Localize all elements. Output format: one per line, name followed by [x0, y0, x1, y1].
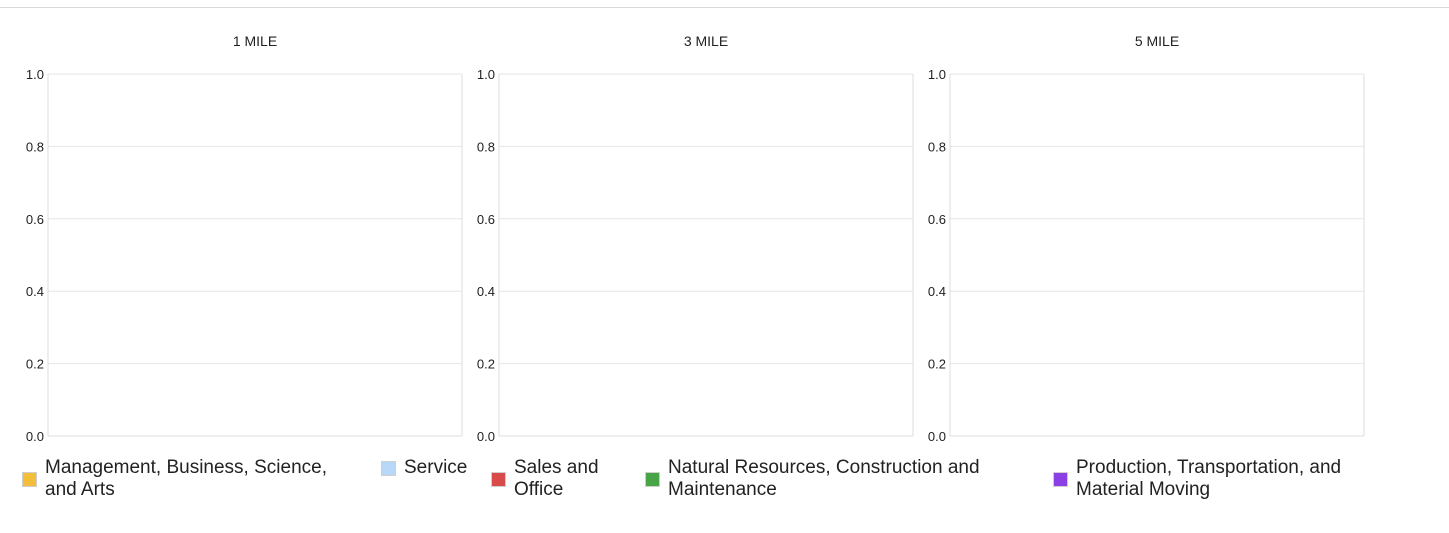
- chart-title-1: 1 MILE: [233, 33, 277, 49]
- y-tick-label-3-3: 0.6: [928, 212, 946, 227]
- chart-panel-3: 5 MILE 0.0 0.2 0.4 0.6 0.8 1.0: [928, 33, 1365, 444]
- y-tick-label-1-2: 0.4: [26, 284, 44, 299]
- chart-panel-1: 1 MILE 0.0 0.2 0.4 0.6 0.8 1.0: [26, 33, 463, 444]
- y-tick-label-3-1: 0.2: [928, 357, 946, 372]
- y-tick-label-1-0: 0.0: [26, 429, 44, 444]
- charts-area: 1 MILE 0.0 0.2 0.4 0.6 0.8 1.0 3 MILE 0.0 0.2 0.4 0…: [26, 33, 1365, 444]
- legend-item-service[interactable]: Service: [381, 457, 484, 479]
- legend-label-natural-resources: Natural Resources, Construction and Main…: [668, 457, 980, 500]
- legend-swatch-management: [22, 471, 37, 487]
- legend: Management, Business, Science, and Arts …: [0, 457, 1449, 517]
- y-tick-label-1-4: 0.8: [26, 139, 44, 154]
- legend-label-service: Service: [404, 457, 468, 478]
- legend-swatch-production: [1053, 471, 1068, 487]
- top-divider: [0, 7, 1449, 8]
- y-tick-label-2-5: 1.0: [477, 67, 495, 82]
- y-tick-label-1-3: 0.6: [26, 212, 44, 227]
- y-tick-label-1-1: 0.2: [26, 357, 44, 372]
- y-tick-label-3-4: 0.8: [928, 139, 946, 154]
- y-tick-label-1-5: 1.0: [26, 67, 44, 82]
- legend-swatch-service: [381, 460, 396, 476]
- legend-swatch-sales-office: [491, 471, 506, 487]
- legend-label-sales-office: Sales and Office: [514, 457, 599, 500]
- legend-label-management: Management, Business, Science, and Arts: [45, 457, 327, 500]
- y-tick-label-3-2: 0.4: [928, 284, 946, 299]
- legend-item-production[interactable]: Production, Transportation, and Material…: [1053, 457, 1406, 501]
- y-tick-label-3-5: 1.0: [928, 67, 946, 82]
- legend-item-natural-resources[interactable]: Natural Resources, Construction and Main…: [645, 457, 1048, 501]
- chart-title-2: 3 MILE: [684, 33, 728, 49]
- legend-label-production: Production, Transportation, and Material…: [1076, 457, 1342, 500]
- legend-swatch-natural-resources: [645, 471, 660, 487]
- y-tick-label-2-1: 0.2: [477, 357, 495, 372]
- y-tick-label-3-0: 0.0: [928, 429, 946, 444]
- legend-item-management[interactable]: Management, Business, Science, and Arts: [22, 457, 345, 501]
- chart-panel-2: 3 MILE 0.0 0.2 0.4 0.6 0.8 1.0: [477, 33, 914, 444]
- chart-title-3: 5 MILE: [1135, 33, 1179, 49]
- y-tick-label-2-4: 0.8: [477, 139, 495, 154]
- y-tick-label-2-0: 0.0: [477, 429, 495, 444]
- legend-item-sales-office[interactable]: Sales and Office: [491, 457, 619, 501]
- y-tick-label-2-3: 0.6: [477, 212, 495, 227]
- y-tick-label-2-2: 0.4: [477, 284, 495, 299]
